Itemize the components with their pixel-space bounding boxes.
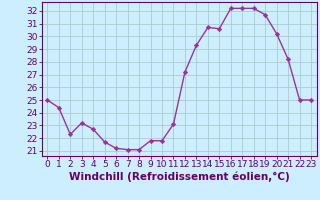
X-axis label: Windchill (Refroidissement éolien,°C): Windchill (Refroidissement éolien,°C) [69,172,290,182]
